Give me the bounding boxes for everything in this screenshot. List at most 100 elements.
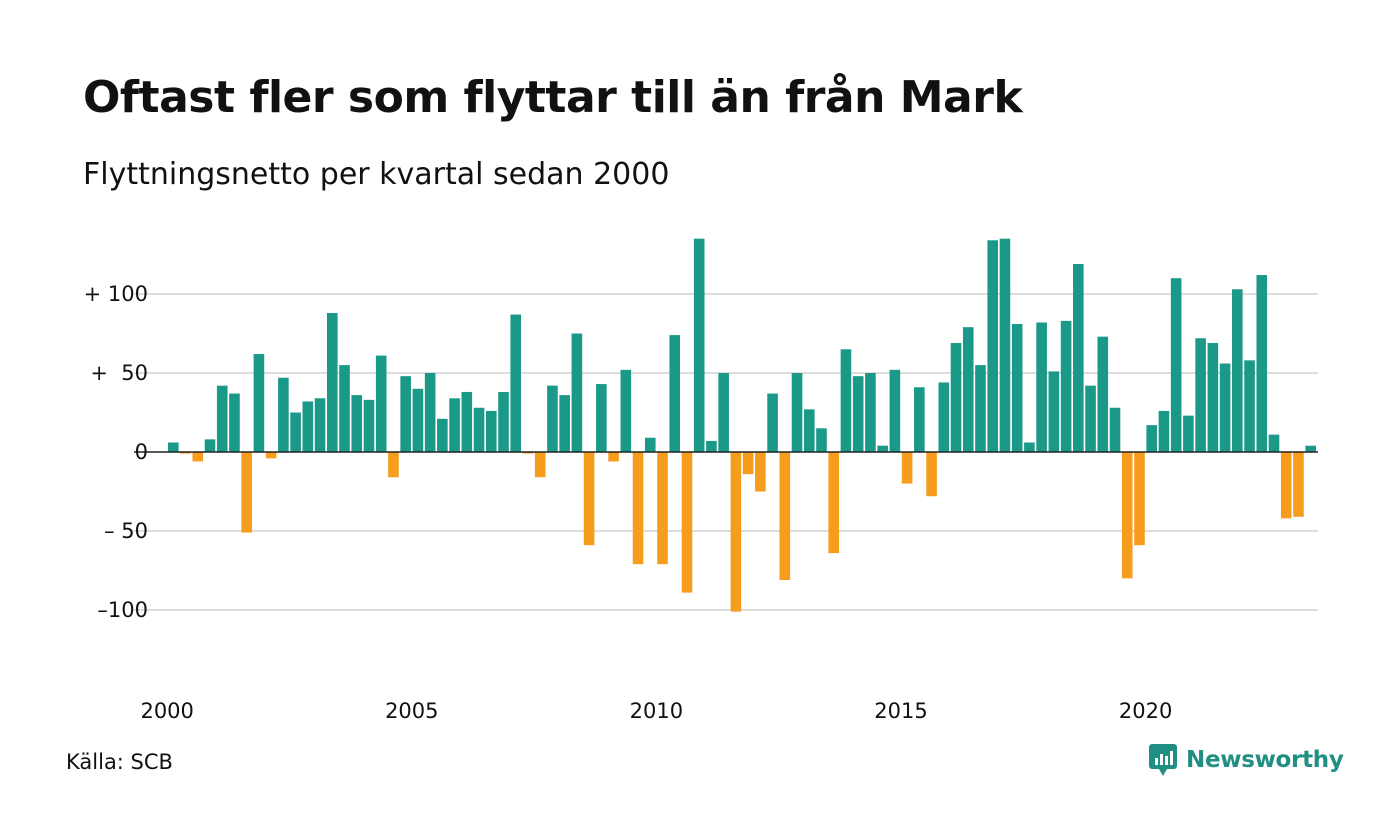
bar-positive	[706, 440, 717, 452]
bar-positive	[339, 365, 350, 452]
bar-positive	[620, 369, 632, 452]
bar-negative	[926, 452, 937, 497]
bar-negative	[265, 452, 277, 459]
bar-negative	[1121, 452, 1133, 579]
bar-negative	[534, 452, 546, 478]
bar-positive	[975, 365, 986, 452]
bar-positive	[1060, 320, 1072, 452]
bar-positive	[424, 373, 436, 452]
bar-positive	[1207, 342, 1219, 452]
bar-positive	[278, 377, 289, 452]
bar-positive	[412, 388, 424, 452]
x-tick-label: 2005	[385, 699, 438, 723]
bar-positive	[1073, 263, 1084, 452]
bar-positive	[1109, 407, 1121, 452]
bar-positive	[351, 395, 363, 452]
bar-positive	[461, 391, 473, 452]
bar-negative	[730, 452, 742, 612]
bar-negative	[608, 452, 619, 462]
bar-positive	[791, 373, 803, 452]
bar-positive	[571, 333, 583, 452]
bar-positive	[596, 384, 607, 452]
bar-positive	[999, 238, 1011, 452]
bar-positive	[669, 335, 681, 452]
bar-positive	[437, 418, 448, 452]
bar-negative	[192, 452, 204, 462]
gridlines	[134, 293, 1318, 611]
bar-positive	[877, 445, 888, 452]
bar-positive	[1085, 385, 1096, 452]
bar-positive	[485, 410, 497, 452]
newsworthy-logo-icon	[1149, 744, 1177, 776]
bar-positive	[889, 369, 901, 452]
bar-positive	[938, 382, 950, 452]
bar-positive	[1195, 338, 1206, 452]
bar-negative	[1280, 452, 1292, 519]
bar-negative	[241, 452, 252, 533]
bar-negative	[755, 452, 766, 492]
bar-positive	[914, 387, 925, 452]
bar-positive	[510, 314, 522, 452]
bar-negative	[180, 452, 191, 454]
brand-logo: Newsworthy	[1148, 743, 1344, 777]
bar-positive	[363, 399, 375, 452]
bar-negative	[779, 452, 791, 580]
bar-positive	[1183, 415, 1194, 452]
bar-positive	[168, 442, 179, 452]
bar-positive	[1011, 324, 1023, 452]
y-tick-label: – 50	[104, 519, 148, 543]
bar-positive	[1170, 278, 1182, 452]
y-axis-labels: + 100 + 50 0 – 50 –100	[84, 282, 148, 622]
bar-positive	[326, 312, 338, 452]
bar-positive	[718, 373, 729, 452]
bar-negative	[632, 452, 644, 565]
bar-positive	[840, 349, 852, 452]
bar-positive	[1256, 275, 1268, 452]
bar-positive	[1048, 371, 1060, 452]
bar-positive	[400, 376, 411, 452]
bar-negative	[583, 452, 595, 546]
bar-positive	[473, 407, 485, 452]
x-tick-label: 2015	[874, 699, 927, 723]
bar-negative	[742, 452, 754, 475]
x-tick-label: 2000	[140, 699, 193, 723]
bar-positive	[816, 428, 827, 452]
bar-negative	[1293, 452, 1304, 517]
bar-positive	[1024, 442, 1035, 452]
bar-positive	[375, 355, 387, 452]
bar-positive	[1036, 322, 1047, 452]
bar-positive	[253, 354, 265, 452]
bar-positive	[314, 398, 326, 452]
bar-positive	[559, 395, 570, 452]
bar-negative	[681, 452, 693, 593]
bar-positive	[865, 373, 876, 452]
bar-positive	[1305, 445, 1316, 452]
bar-positive	[302, 401, 314, 452]
bar-positive	[1219, 363, 1231, 452]
bar-negative	[388, 452, 399, 478]
bar-chart: + 100 + 50 0 – 50 –100 2000 2005 2010 2015 2020	[84, 238, 1318, 723]
bar-positive	[950, 342, 962, 452]
y-tick-label: + 50	[90, 361, 148, 385]
bar-negative	[1134, 452, 1145, 546]
x-tick-label: 2010	[630, 699, 683, 723]
bar-positive	[498, 391, 509, 452]
chart-subtitle: Flyttningsnetto per kvartal sedan 2000	[83, 157, 670, 192]
bar-positive	[767, 393, 778, 452]
bars	[134, 238, 1318, 612]
bar-positive	[449, 398, 460, 452]
bar-positive	[290, 412, 301, 452]
y-tick-label: + 100	[84, 282, 148, 306]
bar-positive	[204, 439, 216, 452]
bar-positive	[1158, 410, 1170, 452]
bar-positive	[547, 385, 558, 452]
brand-name: Newsworthy	[1186, 747, 1344, 773]
bar-negative	[522, 452, 534, 454]
bar-positive	[1146, 425, 1157, 452]
bar-positive	[852, 376, 864, 452]
bar-positive	[693, 238, 705, 452]
x-tick-label: 2020	[1119, 699, 1172, 723]
source-note: Källa: SCB	[66, 750, 173, 774]
bar-positive	[216, 385, 228, 452]
bar-positive	[987, 240, 999, 452]
